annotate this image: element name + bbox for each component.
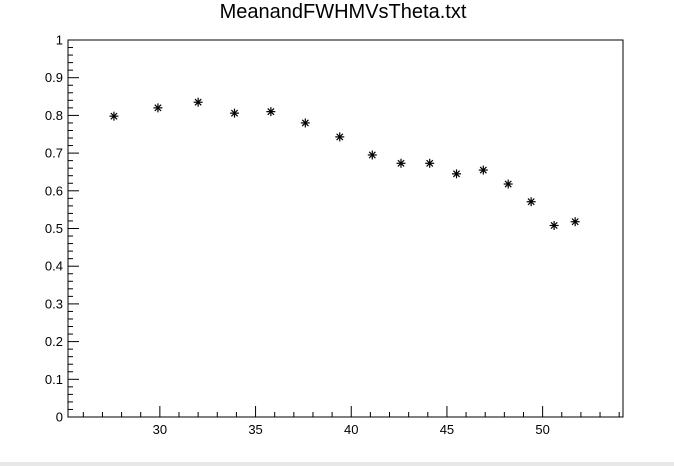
data-point (266, 107, 276, 117)
x-axis: 30 35 40 45 50 (82, 406, 620, 437)
y-axis: 0 0.1 0.2 0.3 0.4 0.5 0.6 0.7 0.8 0.9 1 (45, 33, 79, 425)
y-tick-label: 0.3 (45, 296, 63, 311)
data-point (335, 132, 345, 142)
data-point (396, 158, 406, 168)
y-tick-label: 0.8 (45, 108, 63, 123)
data-point (153, 103, 163, 113)
x-tick-label: 40 (344, 422, 358, 437)
y-tick-label: 0.7 (45, 146, 63, 161)
plot-frame (67, 39, 624, 418)
data-point (452, 169, 461, 179)
data-point (503, 179, 513, 189)
x-tick-label: 30 (153, 422, 167, 437)
x-tick-label: 35 (248, 422, 262, 437)
data-point (570, 217, 580, 227)
data-point (193, 97, 203, 107)
data-point (425, 158, 435, 168)
bottom-strip (0, 462, 674, 466)
data-point (109, 111, 119, 121)
y-tick-label: 1 (56, 33, 63, 48)
chart-title: MeanandFWHMVsTheta.txt (220, 1, 467, 23)
data-point (300, 118, 310, 128)
x-tick-label: 45 (440, 422, 454, 437)
y-tick-label: 0.9 (45, 70, 63, 85)
y-tick-label: 0.2 (45, 334, 63, 349)
y-tick-label: 0 (56, 410, 63, 425)
data-point (367, 150, 377, 160)
data-point (478, 165, 488, 175)
y-tick-label: 0.1 (45, 372, 63, 387)
y-tick-label: 0.4 (45, 259, 63, 274)
data-series (109, 97, 580, 230)
data-point (526, 197, 536, 207)
x-tick-label: 50 (535, 422, 549, 437)
y-tick-label: 0.5 (45, 221, 63, 236)
data-point (549, 220, 559, 230)
data-point (230, 108, 239, 118)
y-tick-label: 0.6 (45, 183, 63, 198)
